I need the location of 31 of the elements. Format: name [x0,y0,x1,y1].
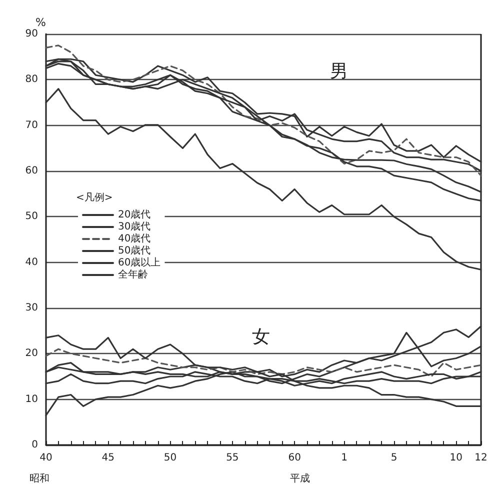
x-tick-label: 5 [390,452,398,464]
x-tick-label: 55 [226,452,239,464]
text: 平成 [290,472,310,484]
y-tick-label: 0 [32,440,38,450]
x-tick-label: 50 [164,452,177,464]
y-axis-title: % [36,16,46,29]
y-tick-label: 30 [25,302,38,314]
x-tick-label: 10 [450,452,463,464]
y-tick-label: 60 [25,166,38,176]
legend-label: 50歳代 [118,244,151,256]
annotation: 女 [252,326,270,348]
annotation: 男 [330,60,348,82]
y-tick-label: 10 [25,394,38,405]
legend-label: 全年齢 [118,268,148,280]
x-tick-label: 45 [102,452,115,464]
legend-label: 30歳代 [118,220,151,232]
x-tick-label: 60 [288,452,301,464]
legend-label: 20歳代 [118,208,151,220]
y-tick-label: 40 [25,256,38,268]
legend-title: <凡例> [76,192,113,204]
y-tick-label: 70 [25,120,38,131]
legend-label: 60歳以上 [118,256,161,268]
y-tick-label: 20 [25,348,38,360]
x-tick-label: 40 [40,452,52,464]
x-tick-label: 1 [341,452,348,464]
legend-label: 40歳代 [118,232,151,244]
text: 昭和 [30,472,50,484]
y-tick-label: 90 [25,28,38,40]
y-tick-label: 80 [25,74,38,86]
y-tick-label: 50 [25,211,38,222]
x-tick-label: 12 [474,452,488,464]
